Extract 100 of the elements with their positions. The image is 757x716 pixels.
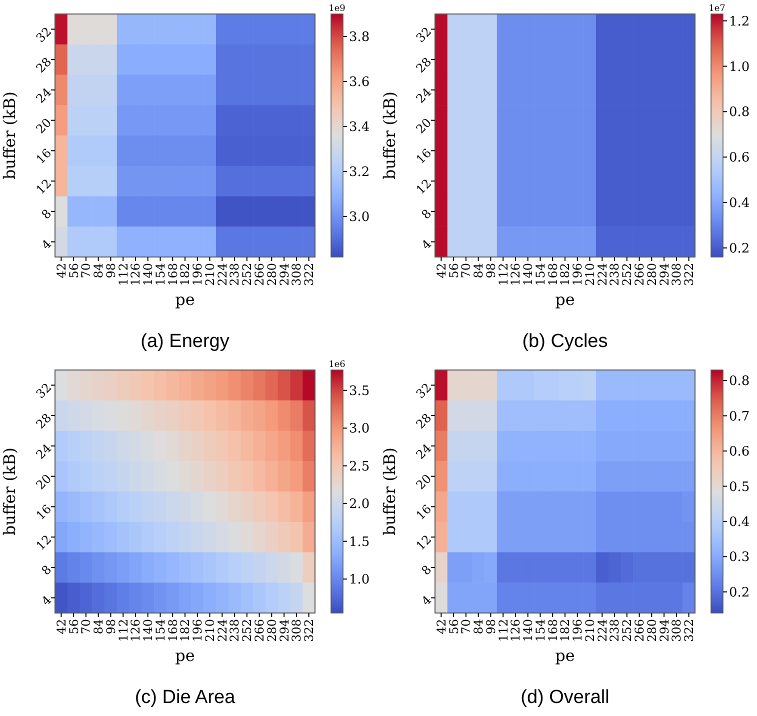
x-tick-label: 322 xyxy=(682,619,696,642)
x-tick-label: 210 xyxy=(582,263,597,286)
x-tick-label: 154 xyxy=(533,262,548,286)
x-tick-label: 182 xyxy=(558,263,572,286)
x-tick-label: 140 xyxy=(521,619,536,642)
x-tick-label: 224 xyxy=(215,618,230,642)
y-tick-label: 4 xyxy=(38,236,54,252)
x-tick-label: 70 xyxy=(79,619,94,634)
x-tick-label: 112 xyxy=(496,619,510,642)
x-tick-label: 70 xyxy=(79,263,94,278)
x-tick-label: 84 xyxy=(472,262,486,278)
x-tick-label: 224 xyxy=(215,262,230,286)
x-tick-label: 112 xyxy=(496,263,510,286)
x-tick-label: 140 xyxy=(141,619,156,642)
x-tick-label: 252 xyxy=(240,619,254,642)
y-tick-label: 28 xyxy=(33,54,54,76)
color-bar-label: 0.4 xyxy=(729,196,750,212)
x-tick-label: 70 xyxy=(459,619,474,634)
text: (a) Energy xyxy=(140,331,230,352)
y-tick-label: 28 xyxy=(33,410,54,432)
color-bar-label: 3.0 xyxy=(349,210,370,226)
x-tick-label: 308 xyxy=(290,619,304,642)
x-tick-label: 84 xyxy=(92,618,106,634)
x-tick-label: 42 xyxy=(434,619,448,634)
x-tick-label: 280 xyxy=(644,619,659,642)
y-tick-label: 4 xyxy=(38,592,54,608)
y-tick-label: 20 xyxy=(413,472,434,492)
x-tick-label: 238 xyxy=(608,619,622,642)
x-tick-label: 154 xyxy=(153,262,168,286)
x-tick-label: 182 xyxy=(178,263,192,286)
y-tick-label: 24 xyxy=(33,440,54,462)
x-tick-label: 56 xyxy=(446,263,461,278)
color-bar-label: 3.4 xyxy=(349,120,370,136)
y-tick-label: 8 xyxy=(38,206,54,222)
color-bar-label: 3.8 xyxy=(349,30,370,46)
color-bar-label: 3.6 xyxy=(349,75,370,90)
color-bar-label: 1.5 xyxy=(349,534,370,550)
color-bar-label: 3.0 xyxy=(349,422,370,437)
y-tick-label: 32 xyxy=(413,380,434,402)
x-axis-title: pe xyxy=(555,646,575,665)
y-tick-label: 12 xyxy=(413,176,434,197)
x-tick-label: 42 xyxy=(54,619,68,634)
x-tick-label: 112 xyxy=(116,263,130,286)
x-tick-label: 294 xyxy=(277,262,292,286)
x-axis-title: pe xyxy=(555,290,575,309)
x-tick-label: 98 xyxy=(484,263,498,278)
color-bar-label: 0.6 xyxy=(729,150,750,166)
x-tick-label: 280 xyxy=(264,263,279,286)
y-tick-label: 8 xyxy=(418,562,434,578)
text: (c) Die Area xyxy=(134,687,236,708)
color-bar-title: 1e7 xyxy=(708,4,726,14)
x-tick-label: 196 xyxy=(570,263,585,286)
color-bar-label: 0.7 xyxy=(729,409,750,424)
y-tick-label: 4 xyxy=(418,592,434,608)
x-tick-label: 322 xyxy=(302,619,316,642)
y-tick-label: 32 xyxy=(33,24,54,46)
x-tick-label: 210 xyxy=(202,263,217,286)
x-tick-label: 126 xyxy=(508,263,523,286)
x-tick-label: 182 xyxy=(558,619,572,642)
x-tick-label: 196 xyxy=(190,619,205,642)
x-tick-label: 266 xyxy=(252,263,266,286)
x-tick-label: 294 xyxy=(657,262,672,286)
x-tick-label: 42 xyxy=(54,263,68,278)
x-tick-label: 140 xyxy=(141,263,156,286)
x-tick-label: 98 xyxy=(484,619,498,634)
x-tick-label: 154 xyxy=(533,618,548,642)
x-axis-title: pe xyxy=(175,290,195,309)
x-tick-label: 126 xyxy=(128,263,143,286)
x-tick-label: 56 xyxy=(66,263,81,278)
x-tick-label: 112 xyxy=(116,619,130,642)
x-tick-label: 238 xyxy=(228,263,242,286)
x-tick-label: 308 xyxy=(670,263,684,286)
x-tick-label: 252 xyxy=(240,263,254,286)
x-tick-label: 126 xyxy=(128,619,143,642)
x-tick-label: 238 xyxy=(608,263,622,286)
x-tick-label: 252 xyxy=(620,619,634,642)
x-tick-label: 308 xyxy=(670,619,684,642)
x-tick-label: 210 xyxy=(202,619,217,642)
y-tick-label: 12 xyxy=(413,532,434,553)
x-tick-label: 224 xyxy=(595,262,610,286)
x-tick-label: 238 xyxy=(228,619,242,642)
color-bar-title: 1e6 xyxy=(328,360,346,370)
x-tick-label: 266 xyxy=(632,263,646,286)
x-tick-label: 224 xyxy=(595,618,610,642)
color-bar-label: 2.0 xyxy=(349,497,370,512)
y-tick-label: 32 xyxy=(33,380,54,402)
color-bar-label: 0.5 xyxy=(729,480,750,495)
y-tick-label: 16 xyxy=(413,502,434,523)
x-tick-label: 84 xyxy=(472,618,486,634)
x-tick-label: 182 xyxy=(178,619,192,642)
color-bar-label: 1.0 xyxy=(729,60,750,75)
color-bar-label: 3.5 xyxy=(349,384,370,399)
x-tick-label: 126 xyxy=(508,619,523,642)
y-tick-label: 16 xyxy=(33,146,54,167)
y-axis-title: buffer (kB) xyxy=(380,447,399,536)
x-tick-label: 280 xyxy=(644,263,659,286)
color-bar-label: 0.3 xyxy=(729,550,750,566)
x-tick-label: 196 xyxy=(570,619,585,642)
x-tick-label: 322 xyxy=(302,263,316,286)
y-tick-label: 8 xyxy=(418,206,434,222)
